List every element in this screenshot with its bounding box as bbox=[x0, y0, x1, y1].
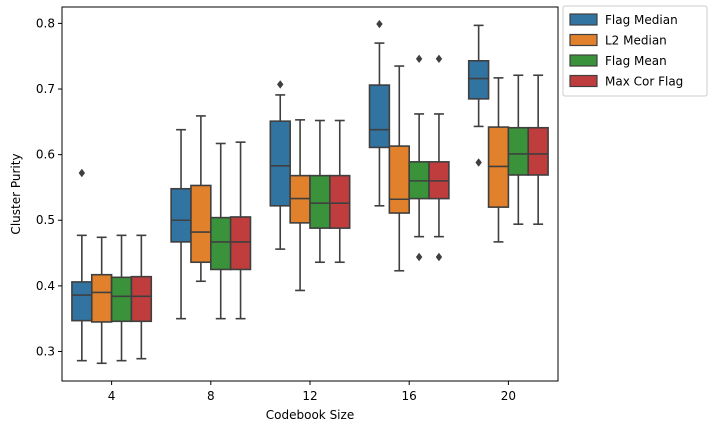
legend-item: Flag Mean bbox=[569, 54, 667, 68]
box-max-cor-flag-12 bbox=[329, 119, 351, 264]
box-l2-median-12 bbox=[289, 119, 311, 292]
y-tick-label: 0.6 bbox=[36, 148, 55, 162]
box-iqr bbox=[90, 273, 113, 323]
box-max-cor-flag-20 bbox=[527, 74, 549, 225]
box-l2-median-16 bbox=[388, 65, 410, 272]
box-iqr bbox=[110, 276, 133, 323]
y-axis-label: Cluster Purity bbox=[9, 153, 23, 234]
legend: Flag Median L2 Median Flag Mean Max Cor Fla… bbox=[562, 5, 708, 97]
y-tick-label: 0.7 bbox=[36, 82, 55, 96]
box-flag-median-20 bbox=[467, 24, 490, 167]
box-max-cor-flag-16 bbox=[428, 54, 450, 262]
x-tick-label: 16 bbox=[402, 389, 417, 403]
box-iqr bbox=[368, 84, 391, 149]
outlier-point bbox=[435, 54, 443, 64]
outlier-point bbox=[415, 252, 423, 262]
box-flag-median-16 bbox=[368, 19, 391, 207]
box-flag-median-4 bbox=[71, 168, 93, 362]
outlier-point bbox=[78, 168, 86, 178]
outlier-point bbox=[475, 158, 482, 167]
box-flag-mean-16 bbox=[408, 54, 430, 262]
legend-label: Flag Median bbox=[605, 13, 678, 27]
box-iqr bbox=[269, 120, 291, 207]
boxes-layer bbox=[71, 19, 549, 365]
box-iqr bbox=[329, 174, 351, 229]
y-tick-label: 0.5 bbox=[36, 213, 55, 227]
legend-item: L2 Median bbox=[569, 33, 667, 48]
legend-swatch bbox=[569, 54, 598, 67]
box-iqr bbox=[527, 126, 549, 176]
outlier-point bbox=[376, 19, 383, 29]
box-max-cor-flag-4 bbox=[130, 234, 153, 360]
x-axis: 4 8 12 16 20 bbox=[108, 381, 516, 403]
box-flag-median-8 bbox=[170, 128, 192, 320]
y-tick-label: 0.3 bbox=[36, 344, 55, 358]
y-tick-label: 0.4 bbox=[36, 279, 55, 293]
legend-label: Flag Mean bbox=[605, 54, 667, 68]
box-iqr bbox=[210, 216, 232, 271]
box-max-cor-flag-8 bbox=[229, 141, 252, 320]
box-iqr bbox=[507, 126, 530, 176]
x-tick-label: 20 bbox=[501, 389, 516, 403]
legend-frame bbox=[562, 5, 708, 97]
y-axis: 0.3 0.4 0.5 0.6 0.7 0.8 bbox=[36, 16, 62, 358]
box-l2-median-20 bbox=[487, 77, 510, 243]
legend-swatch bbox=[569, 33, 598, 47]
outlier-point bbox=[415, 54, 423, 64]
box-iqr bbox=[309, 174, 331, 229]
legend-label: L2 Median bbox=[605, 34, 667, 48]
box-iqr bbox=[190, 184, 212, 264]
box-l2-median-8 bbox=[190, 115, 212, 283]
box-iqr bbox=[229, 216, 252, 271]
box-flag-mean-4 bbox=[110, 234, 133, 362]
box-flag-mean-12 bbox=[309, 119, 331, 264]
x-tick-label: 12 bbox=[302, 389, 317, 403]
outlier-point bbox=[435, 252, 443, 262]
x-tick-label: 4 bbox=[108, 389, 116, 403]
box-l2-median-4 bbox=[90, 236, 113, 365]
box-iqr bbox=[467, 60, 490, 100]
legend-swatch bbox=[569, 13, 598, 26]
outlier-point bbox=[277, 80, 284, 89]
box-iqr bbox=[170, 187, 192, 243]
legend-label: Max Cor Flag bbox=[605, 75, 683, 89]
box-iqr bbox=[71, 281, 93, 322]
legend-item: Flag Median bbox=[569, 13, 678, 27]
box-flag-median-12 bbox=[269, 80, 291, 250]
box-flag-mean-20 bbox=[507, 74, 530, 225]
x-axis-label: Codebook Size bbox=[266, 408, 354, 422]
legend-swatch bbox=[569, 74, 598, 88]
legend-item: Max Cor Flag bbox=[569, 74, 683, 89]
x-tick-label: 8 bbox=[207, 389, 215, 403]
y-tick-label: 0.8 bbox=[36, 16, 55, 30]
box-flag-mean-8 bbox=[210, 142, 232, 320]
box-iqr bbox=[388, 145, 410, 214]
box-iqr bbox=[130, 275, 153, 323]
